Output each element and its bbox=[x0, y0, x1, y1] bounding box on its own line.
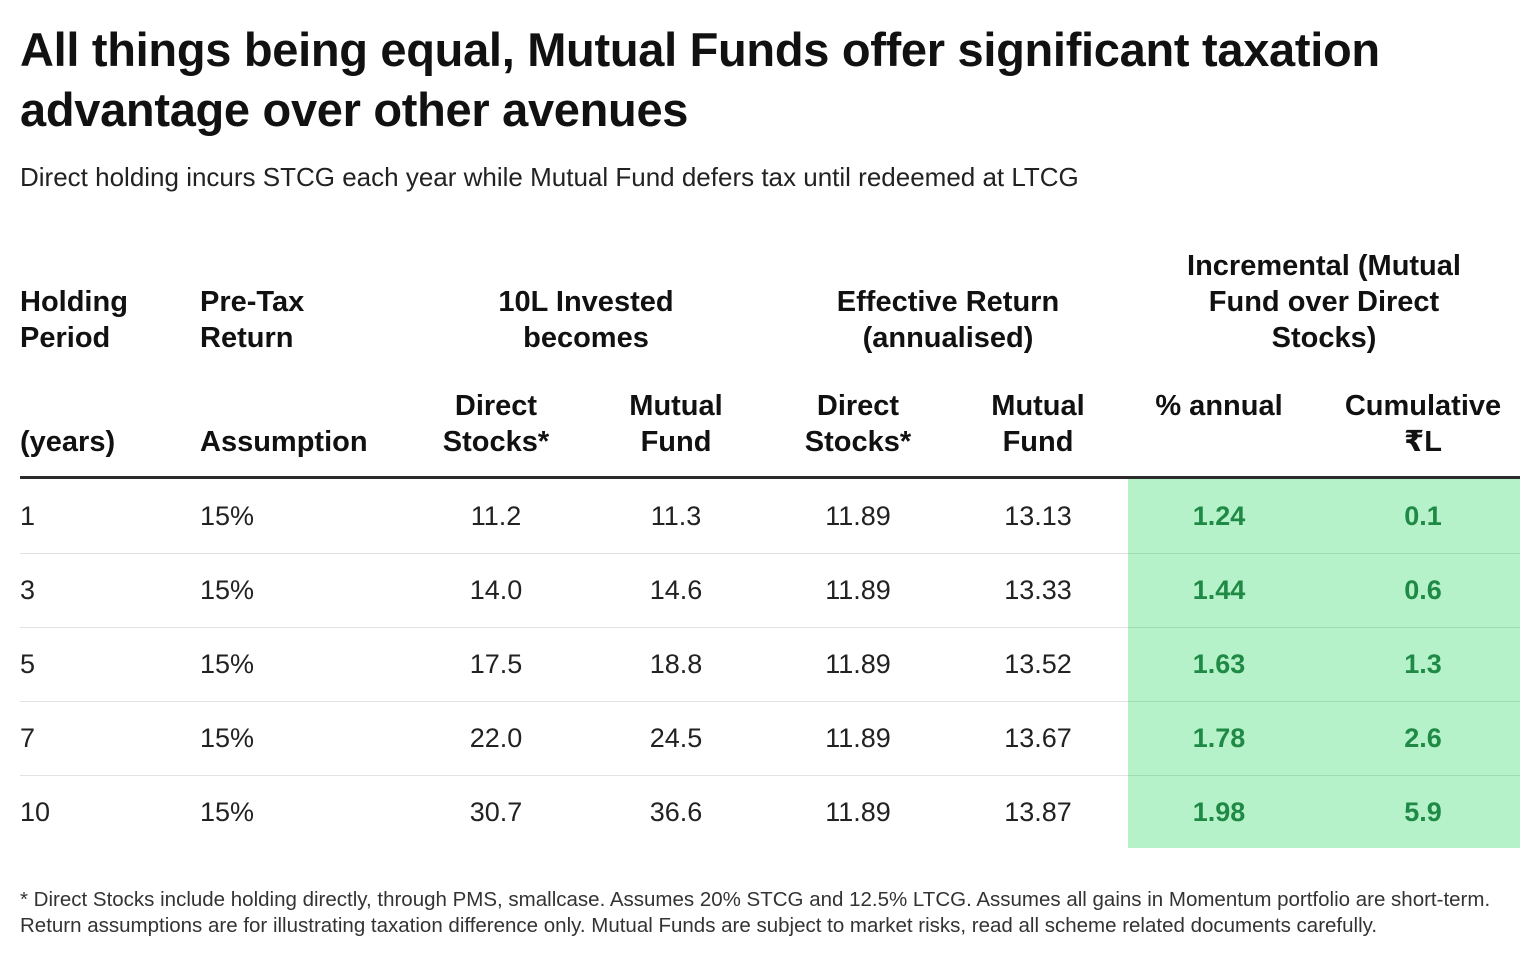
cell-effective-direct: 11.89 bbox=[825, 575, 891, 605]
header-holding-period: Holding Period bbox=[20, 286, 128, 354]
cell-effective-direct: 11.89 bbox=[825, 501, 891, 531]
cell-incremental-cumulative: 0.1 bbox=[1404, 501, 1442, 531]
cell-pre-tax-return: 15% bbox=[200, 575, 255, 605]
row-separator bbox=[20, 775, 1520, 776]
header-pct-annual: % annual bbox=[1155, 390, 1283, 422]
cell-invested-direct: 11.2 bbox=[470, 501, 522, 531]
cell-effective-mutual: 13.87 bbox=[1004, 797, 1072, 827]
row-separator bbox=[20, 553, 1520, 554]
cell-effective-mutual: 13.13 bbox=[1004, 501, 1072, 531]
cell-incremental-cumulative: 1.3 bbox=[1404, 649, 1442, 679]
cell-incremental-cumulative: 5.9 bbox=[1404, 797, 1442, 827]
cell-incremental-cumulative: 2.6 bbox=[1404, 723, 1442, 753]
chart-subtitle: Direct holding incurs STCG each year whi… bbox=[20, 162, 1079, 192]
header-direct-stocks-effective: Direct Stocks* bbox=[804, 390, 912, 458]
cell-invested-direct: 17.5 bbox=[469, 649, 523, 679]
cell-invested-direct: 30.7 bbox=[469, 797, 523, 827]
header-mutual-fund-invested: Mutual Fund bbox=[629, 390, 723, 458]
cell-holding-period: 1 bbox=[20, 501, 36, 531]
row-separator bbox=[20, 701, 1520, 702]
row-separator-highlight bbox=[1128, 775, 1520, 776]
row-separator-highlight bbox=[1128, 553, 1520, 554]
incremental-highlight-band bbox=[1128, 479, 1520, 848]
cell-incremental-pct: 1.63 bbox=[1192, 649, 1246, 679]
row-separator-highlight bbox=[1128, 627, 1520, 628]
cell-incremental-pct: 1.24 bbox=[1192, 501, 1246, 531]
cell-invested-mutual: 14.6 bbox=[649, 575, 703, 605]
header-assumption: Assumption bbox=[200, 426, 368, 458]
cell-pre-tax-return: 15% bbox=[200, 797, 255, 827]
cell-effective-mutual: 13.67 bbox=[1004, 723, 1072, 753]
cell-effective-direct: 11.89 bbox=[825, 797, 891, 827]
cell-effective-direct: 11.89 bbox=[825, 723, 891, 753]
header-effective-return: Effective Return (annualised) bbox=[836, 286, 1060, 354]
cell-holding-period: 3 bbox=[20, 575, 36, 605]
chart-title: All things being equal, Mutual Funds off… bbox=[20, 23, 1380, 136]
header-cumulative: Cumulative ₹L bbox=[1344, 390, 1502, 458]
cell-effective-mutual: 13.33 bbox=[1004, 575, 1072, 605]
cell-invested-mutual: 11.3 bbox=[650, 501, 702, 531]
cell-holding-period: 10 bbox=[20, 797, 51, 827]
cell-incremental-pct: 1.44 bbox=[1192, 575, 1246, 605]
header-invested-becomes: 10L Invested becomes bbox=[498, 286, 674, 354]
cell-holding-period: 7 bbox=[20, 723, 36, 753]
cell-effective-direct: 11.89 bbox=[825, 649, 891, 679]
header-incremental: Incremental (Mutual Fund over Direct Sto… bbox=[1187, 250, 1461, 354]
cell-invested-direct: 14.0 bbox=[469, 575, 523, 605]
cell-invested-mutual: 36.6 bbox=[649, 797, 703, 827]
cell-effective-mutual: 13.52 bbox=[1004, 649, 1072, 679]
header-direct-stocks-invested: Direct Stocks* bbox=[442, 390, 550, 458]
header-years: (years) bbox=[20, 426, 116, 458]
cell-pre-tax-return: 15% bbox=[200, 723, 255, 753]
footnote: * Direct Stocks include holding directly… bbox=[20, 888, 1491, 937]
header-pre-tax-return: Pre-Tax Return bbox=[200, 286, 305, 354]
cell-invested-direct: 22.0 bbox=[469, 723, 523, 753]
header-rule bbox=[20, 476, 1520, 479]
header-mutual-fund-effective: Mutual Fund bbox=[991, 390, 1085, 458]
row-separator bbox=[20, 627, 1520, 628]
cell-pre-tax-return: 15% bbox=[200, 501, 255, 531]
row-separator-highlight bbox=[1128, 701, 1520, 702]
cell-invested-mutual: 24.5 bbox=[649, 723, 703, 753]
cell-incremental-cumulative: 0.6 bbox=[1404, 575, 1442, 605]
cell-invested-mutual: 18.8 bbox=[649, 649, 703, 679]
cell-incremental-pct: 1.78 bbox=[1192, 723, 1246, 753]
cell-incremental-pct: 1.98 bbox=[1192, 797, 1246, 827]
cell-pre-tax-return: 15% bbox=[200, 649, 255, 679]
cell-holding-period: 5 bbox=[20, 649, 36, 679]
